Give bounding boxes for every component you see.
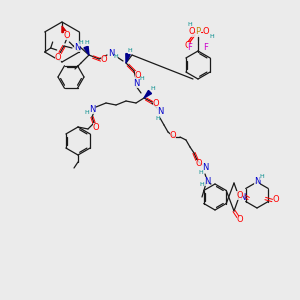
Text: H: H (260, 175, 264, 179)
Text: N: N (202, 164, 208, 172)
Text: N: N (133, 79, 139, 88)
Text: H: H (188, 22, 192, 26)
Text: H: H (79, 40, 83, 46)
Text: O: O (273, 195, 280, 204)
Text: H: H (85, 110, 89, 116)
Text: N: N (74, 43, 80, 52)
Text: O: O (196, 160, 202, 169)
Text: H: H (128, 49, 132, 53)
Text: N: N (239, 193, 245, 202)
Text: N: N (89, 104, 95, 113)
Text: N: N (108, 49, 114, 58)
Text: O: O (185, 41, 191, 50)
Text: F: F (188, 44, 192, 52)
Text: N: N (204, 176, 210, 185)
Text: H: H (199, 170, 203, 175)
Text: O: O (101, 56, 107, 64)
Text: H: H (114, 55, 118, 59)
Text: H: H (151, 86, 155, 92)
Text: N: N (157, 107, 163, 116)
Text: F: F (204, 44, 208, 52)
Text: O: O (55, 52, 61, 62)
Polygon shape (144, 90, 152, 98)
Text: O: O (153, 100, 159, 109)
Text: O: O (203, 28, 209, 37)
Text: N: N (254, 178, 260, 187)
Text: O: O (236, 191, 243, 200)
Text: O: O (93, 122, 99, 131)
Text: H: H (200, 182, 204, 188)
Text: H: H (140, 76, 144, 82)
Text: O: O (170, 130, 176, 140)
Polygon shape (126, 53, 130, 63)
Text: O: O (189, 28, 195, 37)
Text: H: H (210, 34, 214, 38)
Polygon shape (62, 26, 66, 33)
Text: H: H (156, 116, 161, 121)
Text: O: O (237, 215, 243, 224)
Polygon shape (84, 46, 89, 55)
Text: P: P (195, 28, 201, 37)
Text: H: H (85, 40, 89, 46)
Text: O: O (64, 31, 70, 40)
Text: O: O (135, 70, 141, 80)
